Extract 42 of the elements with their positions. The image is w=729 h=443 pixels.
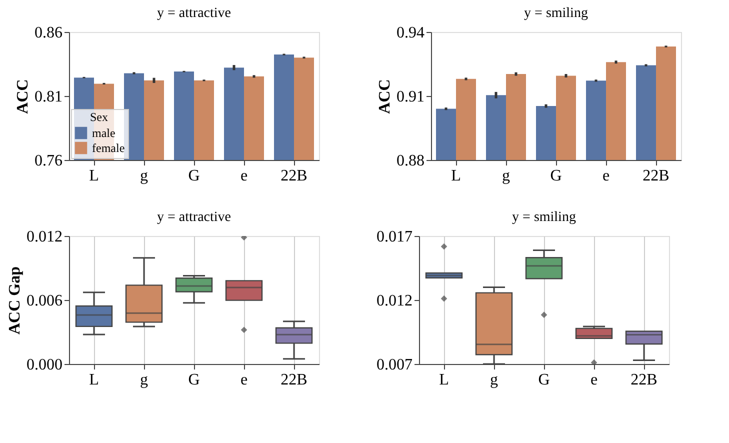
y-tick-label: 0.012 bbox=[26, 228, 62, 246]
x-tick-label: L bbox=[451, 168, 461, 184]
x-tick-label: g bbox=[490, 372, 498, 388]
x-tick-label: e bbox=[590, 372, 598, 388]
legend-title: Sex bbox=[90, 110, 108, 124]
legend-label: female bbox=[92, 141, 125, 155]
y-axis-title: ACC bbox=[376, 79, 394, 114]
x-tick-label: L bbox=[89, 372, 99, 388]
y-axis-title: ACC Gap bbox=[6, 266, 24, 335]
x-tick-label: L bbox=[89, 168, 99, 184]
chart-title: y = attractive bbox=[157, 210, 231, 225]
chart-title: y = smiling bbox=[512, 210, 576, 225]
x-tick-label: G bbox=[538, 372, 550, 388]
y-tick-label: 0.94 bbox=[396, 24, 424, 42]
x-tick-label: 22B bbox=[642, 168, 670, 184]
x-tick-label: G bbox=[188, 168, 200, 184]
legend-label: male bbox=[92, 126, 116, 140]
x-tick-label: 22B bbox=[630, 372, 658, 388]
x-tick-label: L bbox=[439, 372, 449, 388]
x-tick-label: g bbox=[140, 372, 148, 388]
y-tick-label: 0.007 bbox=[376, 356, 412, 374]
x-tick-label: G bbox=[550, 168, 562, 184]
x-tick-label: 22B bbox=[280, 372, 308, 388]
x-tick-label: e bbox=[240, 372, 248, 388]
y-tick-label: 0.81 bbox=[34, 88, 62, 106]
x-tick-label: g bbox=[502, 168, 510, 184]
y-tick-label: 0.86 bbox=[34, 24, 62, 42]
x-tick-label: 22B bbox=[280, 168, 308, 184]
y-tick-label: 0.017 bbox=[376, 228, 412, 246]
chart-title: y = attractive bbox=[157, 6, 231, 21]
y-axis-title: ACC bbox=[14, 79, 32, 114]
chart-title: y = smiling bbox=[524, 6, 588, 21]
y-tick-label: 0.000 bbox=[26, 356, 62, 374]
x-tick-label: g bbox=[140, 168, 148, 184]
x-tick-label: e bbox=[602, 168, 610, 184]
x-tick-label: e bbox=[240, 168, 248, 184]
y-tick-label: 0.012 bbox=[376, 292, 412, 310]
y-tick-label: 0.88 bbox=[396, 152, 424, 170]
y-tick-label: 0.006 bbox=[26, 292, 62, 310]
y-tick-label: 0.91 bbox=[396, 88, 424, 106]
y-tick-label: 0.76 bbox=[34, 152, 62, 170]
x-tick-label: G bbox=[188, 372, 200, 388]
